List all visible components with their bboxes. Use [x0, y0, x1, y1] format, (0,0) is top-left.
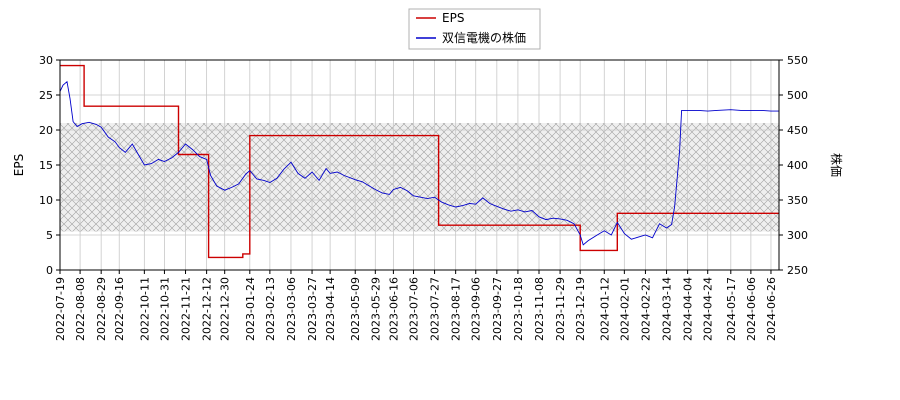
legend: EPS 双信電機の株価 — [408, 8, 541, 50]
x-tick-label: 2024-05-17 — [725, 277, 738, 341]
x-tick-label: 2024-04-24 — [702, 277, 715, 341]
series-line-eps — [60, 64, 779, 259]
series-line-stock — [60, 80, 779, 246]
right-tick-label: 500 — [787, 89, 808, 102]
x-tick-label: 2023-04-14 — [324, 277, 337, 341]
right-tick-label: 250 — [787, 264, 808, 277]
left-tick-label: 0 — [46, 264, 53, 277]
right-tick-label: 350 — [787, 194, 808, 207]
x-tick-label: 2024-06-06 — [745, 277, 758, 341]
x-tick-label: 2022-09-16 — [113, 277, 126, 341]
x-tick-label: 2024-04-04 — [682, 277, 695, 341]
right-tick-label: 450 — [787, 124, 808, 137]
x-tick-label: 2024-01-12 — [598, 277, 611, 341]
left-tick-label: 10 — [39, 194, 53, 207]
x-axis-ticks: 2022-07-19 2022-08-08 2022-08-29 2022-09-16… — [54, 270, 778, 341]
x-tick-label: 2022-12-30 — [219, 277, 232, 341]
x-tick-label: 2023-09-27 — [491, 277, 504, 341]
x-tick-label: 2024-03-14 — [661, 277, 674, 341]
right-tick-label: 300 — [787, 229, 808, 242]
left-tick-label: 20 — [39, 124, 53, 137]
x-tick-label: 2024-06-26 — [765, 277, 778, 341]
x-tick-label: 2022-12-12 — [201, 277, 214, 341]
right-tick-label: 550 — [787, 54, 808, 67]
x-tick-label: 2023-06-16 — [387, 277, 400, 341]
x-tick-label: 2023-11-08 — [533, 277, 546, 341]
x-tick-label: 2024-02-01 — [618, 277, 631, 341]
right-axis-title: 株価 — [829, 153, 844, 177]
x-tick-label: 2022-11-21 — [180, 277, 193, 341]
left-tick-label: 30 — [39, 54, 53, 67]
x-tick-label: 2023-12-19 — [574, 277, 587, 341]
x-tick-label: 2023-10-18 — [512, 277, 525, 341]
x-tick-label: 2023-09-06 — [470, 277, 483, 341]
x-tick-label: 2023-08-17 — [450, 277, 463, 341]
legend-label-stock: 双信電機の株価 — [442, 30, 526, 45]
x-tick-label: 2023-01-24 — [244, 277, 257, 341]
shaded-band-hatch — [60, 123, 779, 232]
series-lines — [60, 64, 779, 259]
gridlines — [59, 59, 779, 271]
left-tick-label: 5 — [46, 229, 53, 242]
left-tick-label: 25 — [39, 89, 53, 102]
x-tick-label: 2022-07-19 — [54, 277, 67, 341]
left-tick-label: 15 — [39, 159, 53, 172]
x-tick-label: 2023-03-06 — [285, 277, 298, 341]
x-tick-label: 2022-08-29 — [95, 277, 108, 341]
legend-box — [408, 8, 541, 50]
right-tick-label: 400 — [787, 159, 808, 172]
left-axis-title: EPS — [12, 154, 26, 176]
x-tick-label: 2022-10-31 — [158, 277, 171, 341]
x-tick-label: 2023-05-09 — [349, 277, 362, 341]
x-tick-label: 2024-02-22 — [639, 277, 652, 341]
x-tick-label: 2023-07-06 — [408, 277, 421, 341]
x-tick-label: 2022-10-11 — [138, 277, 151, 341]
x-tick-label: 2023-05-29 — [369, 277, 382, 341]
left-axis-ticks: 0 5 10 15 20 25 30 — [39, 54, 60, 277]
x-tick-label: 2022-08-08 — [74, 277, 87, 341]
x-tick-label: 2023-07-27 — [429, 277, 442, 341]
right-axis-ticks: 250 300 350 400 450 500 550 — [779, 54, 808, 277]
x-tick-label: 2023-11-29 — [554, 277, 567, 341]
shaded-band — [60, 123, 779, 232]
legend-label-eps: EPS — [442, 11, 464, 25]
x-tick-label: 2023-03-27 — [306, 277, 319, 341]
x-tick-label: 2023-02-13 — [264, 277, 277, 341]
